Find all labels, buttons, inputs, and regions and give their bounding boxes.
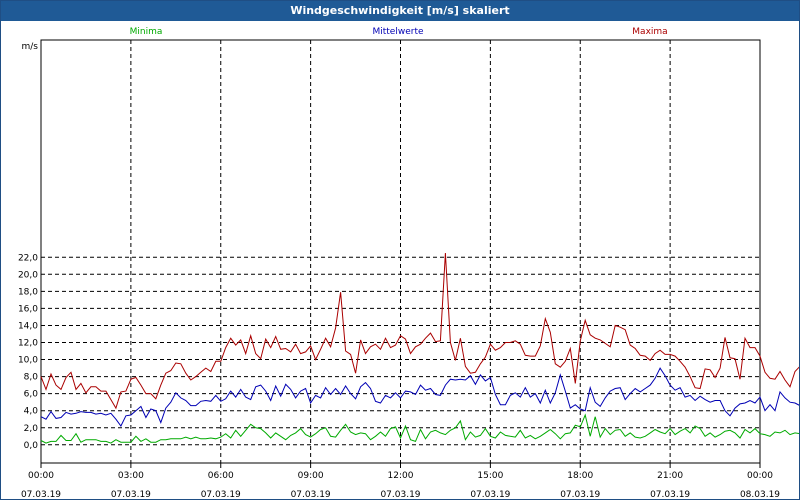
series-lines [40,252,799,444]
x-tick-time: 21:00 [657,471,683,481]
x-tick-date: 07.03.19 [201,490,241,500]
x-tick-time: 06:00 [208,471,234,481]
x-tick-date: 07.03.19 [111,490,151,500]
x-tick-time: 12:00 [388,471,414,481]
x-tick-date: 07.03.19 [291,490,331,500]
x-tick-date: 07.03.19 [560,490,600,500]
y-axis-label: m/s [22,42,39,52]
y-tick-label: 2,0 [24,424,39,434]
x-tick-date: 07.03.19 [650,490,690,500]
plot-frame [40,39,761,464]
legend-maxima: Maxima [632,27,667,37]
x-tick-time: 15:00 [477,471,503,481]
chart-title: Windgeschwindigkeit [m/s] skaliert [1,1,799,21]
y-tick-label: 6,0 [24,390,39,400]
y-tick-label: 10,0 [18,356,38,366]
y-tick-label: 8,0 [24,373,39,383]
series-line-mittelwerte [40,367,799,427]
y-tick-label: 20,0 [18,270,38,280]
series-line-minima [40,413,799,444]
legend: Minima Mittelwerte Maxima [130,27,668,37]
grid-lines [41,40,760,463]
y-tick-label: 18,0 [18,287,38,297]
legend-minima: Minima [130,27,163,37]
y-tick-label: 14,0 [18,321,38,331]
y-tick-label: 0,0 [24,441,39,451]
y-tick-label: 4,0 [24,407,39,417]
x-tick-date: 08.03.19 [740,490,780,500]
axes: 0,0 2,0 4,0 6,0 8,0 10,0 12,0 14,0 16,0 18,0 20,0 2… [18,39,780,500]
legend-mittelwerte: Mittelwerte [372,27,423,37]
series-line-maxima [40,252,799,410]
x-tick-time: 00:00 [747,471,773,481]
x-tick-date: 07.03.19 [380,490,420,500]
y-tick-label: 22,0 [18,253,38,263]
x-tick-time: 18:00 [567,471,593,481]
x-tick-time: 00:00 [28,471,54,481]
x-tick-date: 07.03.19 [470,490,510,500]
x-tick-time: 09:00 [298,471,324,481]
x-tick-time: 03:00 [118,471,144,481]
wind-speed-chart: 0,0 2,0 4,0 6,0 8,0 10,0 12,0 14,0 16,0 18,0 20,0 2… [18,27,799,500]
y-tick-label: 16,0 [18,304,38,314]
x-tick-date: 07.03.19 [21,490,61,500]
y-tick-label: 12,0 [18,339,38,349]
